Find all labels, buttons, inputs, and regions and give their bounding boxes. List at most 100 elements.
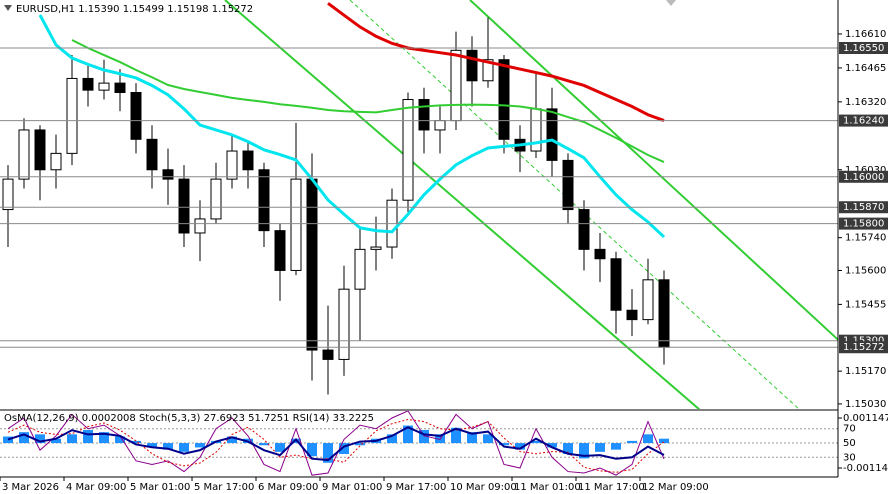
candle-body — [226, 150, 238, 180]
candle-body — [130, 91, 142, 140]
y2-tick-label: 70 — [843, 424, 856, 435]
level-label-box — [839, 170, 888, 183]
x-tick-label: 9 Mar 01:00 — [322, 482, 382, 493]
candle-body — [50, 152, 62, 171]
candle-body — [34, 129, 46, 171]
candle-body — [82, 77, 94, 91]
level-label-box — [839, 217, 888, 230]
y-tick-label: 1.16465 — [845, 63, 886, 74]
y-tick-label: 1.15030 — [845, 399, 886, 410]
osma-bar — [3, 436, 13, 444]
candle-body — [194, 218, 206, 234]
candle-body — [370, 246, 382, 250]
candle-body — [418, 99, 430, 131]
candle-body — [642, 279, 654, 321]
osma-bar — [35, 434, 45, 444]
x-tick-label: 4 Mar 09:00 — [66, 482, 126, 493]
x-tick-label: 5 Mar 17:00 — [194, 482, 254, 493]
candle-body — [258, 169, 270, 232]
candle-body — [450, 49, 462, 122]
candle-body — [434, 120, 446, 131]
chart-title: EURUSD,H1 1.15390 1.15499 1.15198 1.1527… — [16, 4, 253, 15]
y-tick-label: 1.15455 — [845, 299, 886, 310]
osma-bar — [563, 443, 573, 455]
level-label-box — [839, 114, 888, 127]
candle-body — [242, 150, 254, 171]
shift-marker — [666, 0, 676, 6]
level-label-box — [839, 341, 888, 354]
moving-average — [38, 14, 666, 239]
y-tick-label: 1.15740 — [845, 233, 886, 244]
osma-bar — [499, 443, 509, 446]
candle-body — [658, 279, 670, 348]
x-tick-label: 9 Mar 17:00 — [386, 482, 446, 493]
menu-arrow[interactable] — [4, 5, 12, 11]
candle-body — [546, 108, 558, 161]
osma-bar — [531, 440, 541, 444]
osma-bar — [515, 443, 525, 450]
osma-bar — [179, 443, 189, 452]
osma-bar — [611, 443, 621, 450]
candle-body — [498, 59, 510, 140]
osma-bar — [115, 436, 125, 444]
osma-bar — [323, 443, 333, 463]
moving-average — [327, 2, 665, 122]
candle-body — [274, 230, 286, 271]
level-label: 1.15870 — [843, 202, 884, 213]
indicator-title: OsMA(12,26,9) 0.0002008 Stoch(5,3,3) 27.… — [4, 413, 374, 424]
candle-body — [66, 77, 78, 154]
x-tick-label: 10 Mar 09:00 — [450, 482, 517, 493]
indicator-pane — [0, 411, 838, 476]
candle-body — [178, 178, 190, 234]
candle-body — [338, 288, 350, 360]
osma-bar — [659, 438, 669, 444]
oscillator-line — [7, 411, 665, 476]
oscillator-line — [7, 426, 665, 462]
osma-bar — [387, 434, 397, 444]
candle-body — [162, 169, 174, 180]
osma-bar — [483, 434, 493, 444]
candle-body — [578, 209, 590, 250]
y-tick-label: 1.16610 — [845, 29, 886, 40]
channel-line — [224, 0, 701, 409]
osma-bar — [275, 443, 285, 452]
osma-bar — [131, 440, 141, 444]
y-tick-label: 1.15170 — [845, 366, 886, 377]
osma-bar — [227, 436, 237, 444]
level-label: 1.16000 — [843, 172, 884, 183]
x-tick-label: 11 Mar 17:00 — [578, 482, 645, 493]
osma-bar — [403, 425, 413, 444]
candle-body — [18, 129, 30, 180]
level-label-box — [839, 42, 888, 55]
candle-body — [146, 138, 158, 171]
x-tick-label: 11 Mar 01:00 — [514, 482, 581, 493]
channel-line — [469, 0, 838, 342]
x-tick-label: 6 Mar 09:00 — [258, 482, 318, 493]
osma-bar — [259, 443, 269, 446]
osma-bar — [643, 434, 653, 444]
osma-bar — [99, 432, 109, 444]
osma-bar — [339, 443, 349, 455]
level-label: 1.15272 — [843, 342, 884, 353]
osma-bar — [67, 434, 77, 444]
osma-bar — [579, 443, 589, 459]
osma-bar — [419, 429, 429, 444]
x-tick-label: 5 Mar 01:00 — [130, 482, 190, 493]
level-label: 1.15300 — [843, 336, 884, 347]
y2-tick-label: 50 — [843, 438, 856, 449]
candle-body — [306, 178, 318, 351]
osma-bar — [19, 432, 29, 444]
osma-bar — [547, 443, 557, 448]
level-label: 1.15800 — [843, 219, 884, 230]
moving-average — [71, 39, 665, 163]
candle-body — [610, 258, 622, 311]
osma-bar — [451, 427, 461, 444]
axes — [0, 0, 842, 481]
candle-body — [562, 159, 574, 211]
candle-body — [114, 82, 126, 93]
osma-bar — [83, 429, 93, 444]
y-tick-label: -0.00114 — [843, 463, 888, 474]
osma-bar — [307, 443, 317, 457]
trend-lines — [224, 0, 838, 409]
